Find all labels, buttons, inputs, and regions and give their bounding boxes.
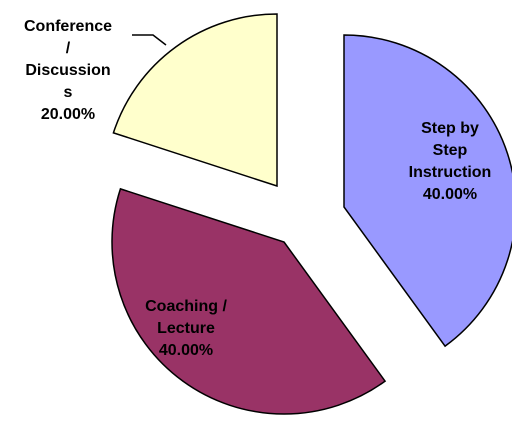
slice-label-line: Conference <box>24 18 112 35</box>
slice-label-line: Step <box>433 142 468 159</box>
pie-slice-step-by-step-instruction <box>343 34 512 348</box>
slice-label-line: 40.00% <box>423 186 477 203</box>
leader-lines <box>132 34 167 46</box>
pie-slice-coaching-lecture <box>111 187 387 415</box>
slice-labels: Step by Step Instruction 40.00% Coaching / Le… <box>24 18 491 359</box>
slice-label-step-by-step-instruction: Step by Step Instruction 40.00% <box>409 120 492 203</box>
slice-label-line: Discussion <box>25 62 110 79</box>
slice-label-line: / <box>66 40 71 57</box>
slice-label-line: s <box>64 84 73 101</box>
slice-label-line: 20.00% <box>41 106 95 123</box>
slice-label-line: Coaching / <box>145 298 227 315</box>
slice-label-line: Instruction <box>409 164 492 181</box>
slice-label-line: Step by <box>421 120 479 137</box>
pie-slices <box>111 13 512 415</box>
slice-label-conference-discussions: Conference / Discussion s 20.00% <box>24 18 112 123</box>
slice-label-line: Lecture <box>157 320 215 337</box>
leader-line-conference-discussions <box>132 34 167 46</box>
pie-slice-conference-discussions <box>112 13 278 188</box>
slice-label-line: 40.00% <box>159 342 213 359</box>
slice-label-coaching-lecture: Coaching / Lecture 40.00% <box>145 298 227 359</box>
